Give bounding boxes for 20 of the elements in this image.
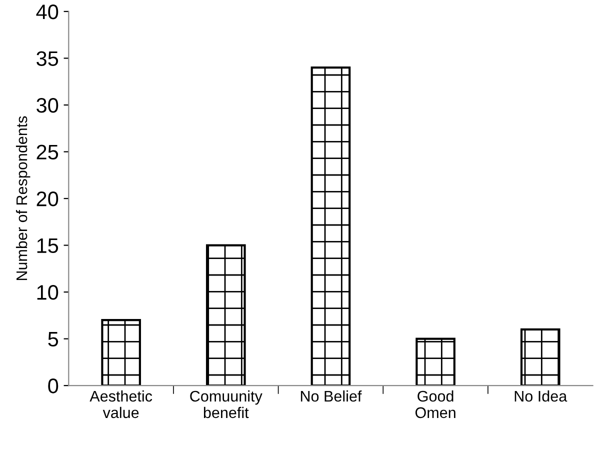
bar: [416, 338, 456, 386]
y-tick-label: 5: [48, 332, 58, 347]
bar: [206, 244, 246, 386]
x-tick-label: No Belief: [300, 390, 362, 402]
y-tick-label: 0: [48, 378, 58, 394]
x-tick-label: Aesthetic value: [90, 390, 152, 418]
bar: [310, 66, 351, 386]
y-tick-label: 35: [36, 51, 58, 66]
x-tick-label: Comuunity benefit: [190, 390, 262, 418]
y-tick-label: 25: [36, 144, 58, 160]
y-tick-label: 40: [36, 4, 58, 20]
y-tick-label: 10: [37, 285, 58, 300]
bar: [101, 319, 141, 386]
bar: [520, 328, 560, 386]
y-tick-label: 30: [36, 98, 58, 113]
y-tick-label: 15: [37, 238, 58, 254]
x-tick-label: No Idea: [514, 390, 568, 402]
y-axis-title: Number of Respondents: [16, 116, 30, 280]
y-tick-label: 20: [36, 192, 58, 206]
x-tick-label: Good Omen: [415, 390, 456, 418]
